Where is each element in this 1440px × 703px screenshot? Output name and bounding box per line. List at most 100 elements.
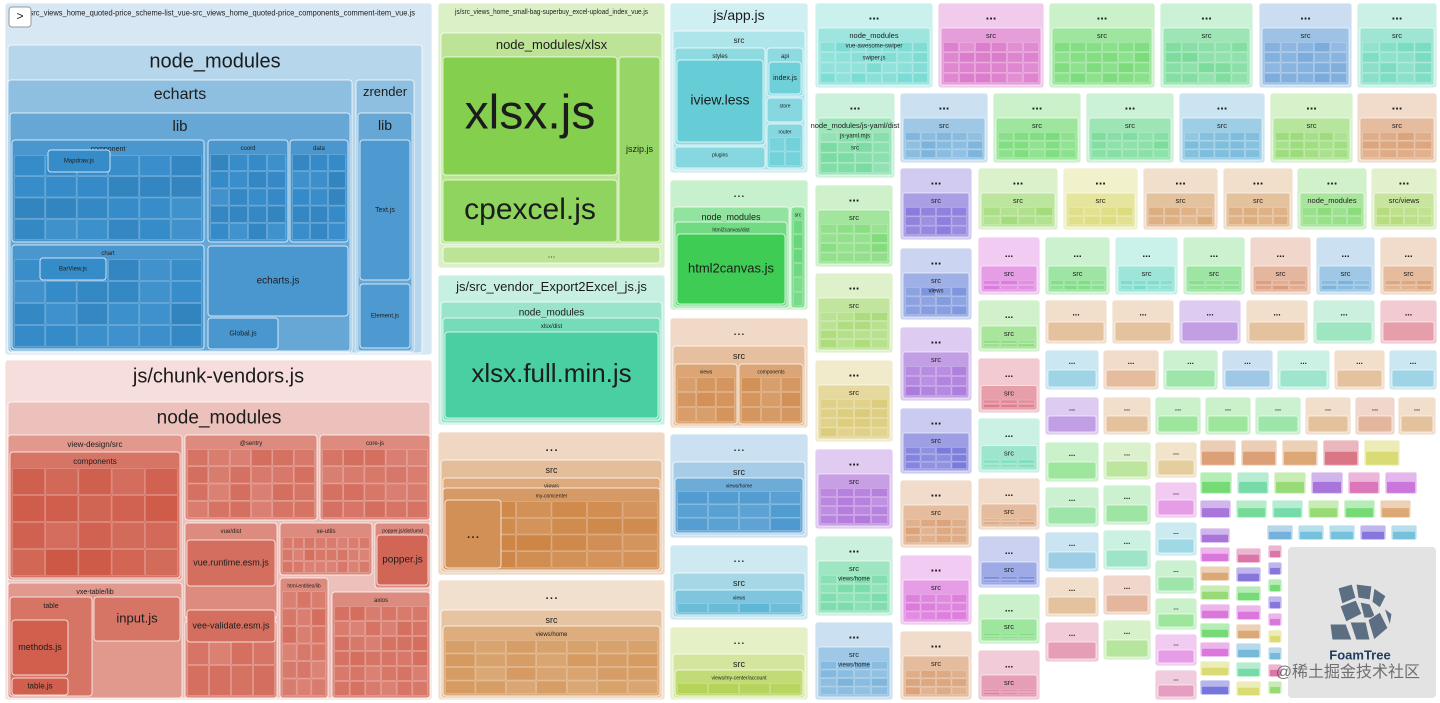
texture-cell xyxy=(936,594,952,603)
node-box xyxy=(442,56,618,176)
texture-cell xyxy=(951,287,967,297)
texture-cell xyxy=(272,501,294,518)
texture-cell xyxy=(1222,280,1240,285)
texture-cell xyxy=(566,667,597,681)
texture-cell xyxy=(1416,280,1432,285)
texture-cell xyxy=(111,522,145,549)
node-box xyxy=(902,351,970,399)
texture-cell xyxy=(412,666,428,681)
texture-cell xyxy=(936,376,952,386)
node-box xyxy=(1105,504,1149,523)
node-label: src xyxy=(734,36,745,45)
node-label: xlsx.js xyxy=(465,87,596,140)
node-label: ... xyxy=(1392,97,1403,112)
tile-inner xyxy=(1325,451,1357,465)
node-box xyxy=(186,609,276,643)
toggle-button[interactable] xyxy=(8,6,32,28)
texture-cell xyxy=(835,52,851,63)
texture-cell xyxy=(210,223,229,240)
texture-cell xyxy=(1077,280,1091,285)
texture-cell xyxy=(820,252,837,262)
texture-cell xyxy=(445,680,476,694)
texture-cell xyxy=(761,377,781,392)
texture-cell xyxy=(920,376,936,386)
texture-cell xyxy=(866,42,882,52)
node-label: src xyxy=(851,146,859,152)
texture-cell xyxy=(326,549,337,561)
texture-cell xyxy=(871,252,888,262)
texture-cell xyxy=(871,243,888,253)
texture-cell xyxy=(1314,52,1331,63)
node-label: ... xyxy=(1399,172,1410,187)
texture-cell xyxy=(267,223,286,240)
texture-cell xyxy=(1017,518,1035,522)
texture-cell xyxy=(385,483,407,501)
texture-cell xyxy=(108,155,140,176)
texture-cell xyxy=(677,491,708,505)
node-box xyxy=(1047,641,1097,660)
texture-cell xyxy=(208,449,230,466)
node-box xyxy=(1359,117,1435,161)
texture-cell xyxy=(475,640,506,654)
texture-cell xyxy=(1379,52,1397,63)
texture-cell xyxy=(820,427,837,437)
node-label: ... xyxy=(1124,627,1131,636)
tile-inner xyxy=(1362,531,1384,540)
texture-cell xyxy=(343,483,365,501)
texture-cell xyxy=(1102,73,1118,83)
texture-cell xyxy=(139,197,171,219)
texture-cell xyxy=(1153,149,1169,158)
texture-cell xyxy=(45,495,79,522)
texture-cell xyxy=(311,608,326,626)
texture-cell xyxy=(920,519,936,527)
node-label: node_modules xyxy=(1307,196,1356,205)
node-label: js-yaml.mjs xyxy=(839,134,870,140)
toggle-label[interactable]: > xyxy=(16,9,23,23)
node-label: echarts xyxy=(154,86,206,103)
texture-cell xyxy=(936,527,952,535)
texture-cell xyxy=(905,594,921,603)
texture-cell xyxy=(385,449,407,466)
texture-cell xyxy=(304,561,315,573)
texture-cell xyxy=(1330,62,1347,73)
texture-cell xyxy=(820,497,837,506)
texture-cell xyxy=(793,277,803,292)
texture-cell xyxy=(1379,62,1397,73)
node-label: ... xyxy=(1072,308,1079,318)
tile-inner xyxy=(1270,601,1280,609)
texture-cell xyxy=(739,517,770,531)
texture-cell xyxy=(708,683,739,694)
texture-cell xyxy=(516,518,552,535)
texture-cell xyxy=(170,259,202,281)
node-label: ... xyxy=(939,97,950,112)
texture-cell xyxy=(396,681,413,696)
node-label: ... xyxy=(931,331,942,346)
node-label: src xyxy=(849,388,859,397)
texture-cell xyxy=(983,692,1001,695)
logo-text: FoamTree xyxy=(1329,647,1390,662)
texture-cell xyxy=(920,678,936,687)
node-label: chart xyxy=(101,251,115,257)
texture-cell xyxy=(210,171,229,189)
texture-cell xyxy=(936,132,952,141)
texture-cell xyxy=(267,171,286,189)
texture-cell xyxy=(1275,149,1290,158)
tile-inner xyxy=(1366,451,1398,465)
texture-cell xyxy=(76,325,108,347)
node-label: ... xyxy=(1405,308,1412,318)
node-label: ... xyxy=(545,586,558,603)
texture-cell xyxy=(854,330,871,339)
texture-cell xyxy=(1117,216,1133,225)
texture-cell xyxy=(1231,52,1248,63)
texture-cell xyxy=(1414,62,1432,73)
texture-cell xyxy=(187,483,209,501)
node-box xyxy=(1047,415,1097,433)
texture-cell xyxy=(837,152,855,163)
texture-cell xyxy=(282,626,297,644)
node-label: ... xyxy=(1187,357,1194,366)
texture-cell xyxy=(1118,42,1134,52)
texture-cell xyxy=(739,603,770,613)
texture-cell xyxy=(1379,73,1397,83)
node-label: ... xyxy=(931,252,942,267)
